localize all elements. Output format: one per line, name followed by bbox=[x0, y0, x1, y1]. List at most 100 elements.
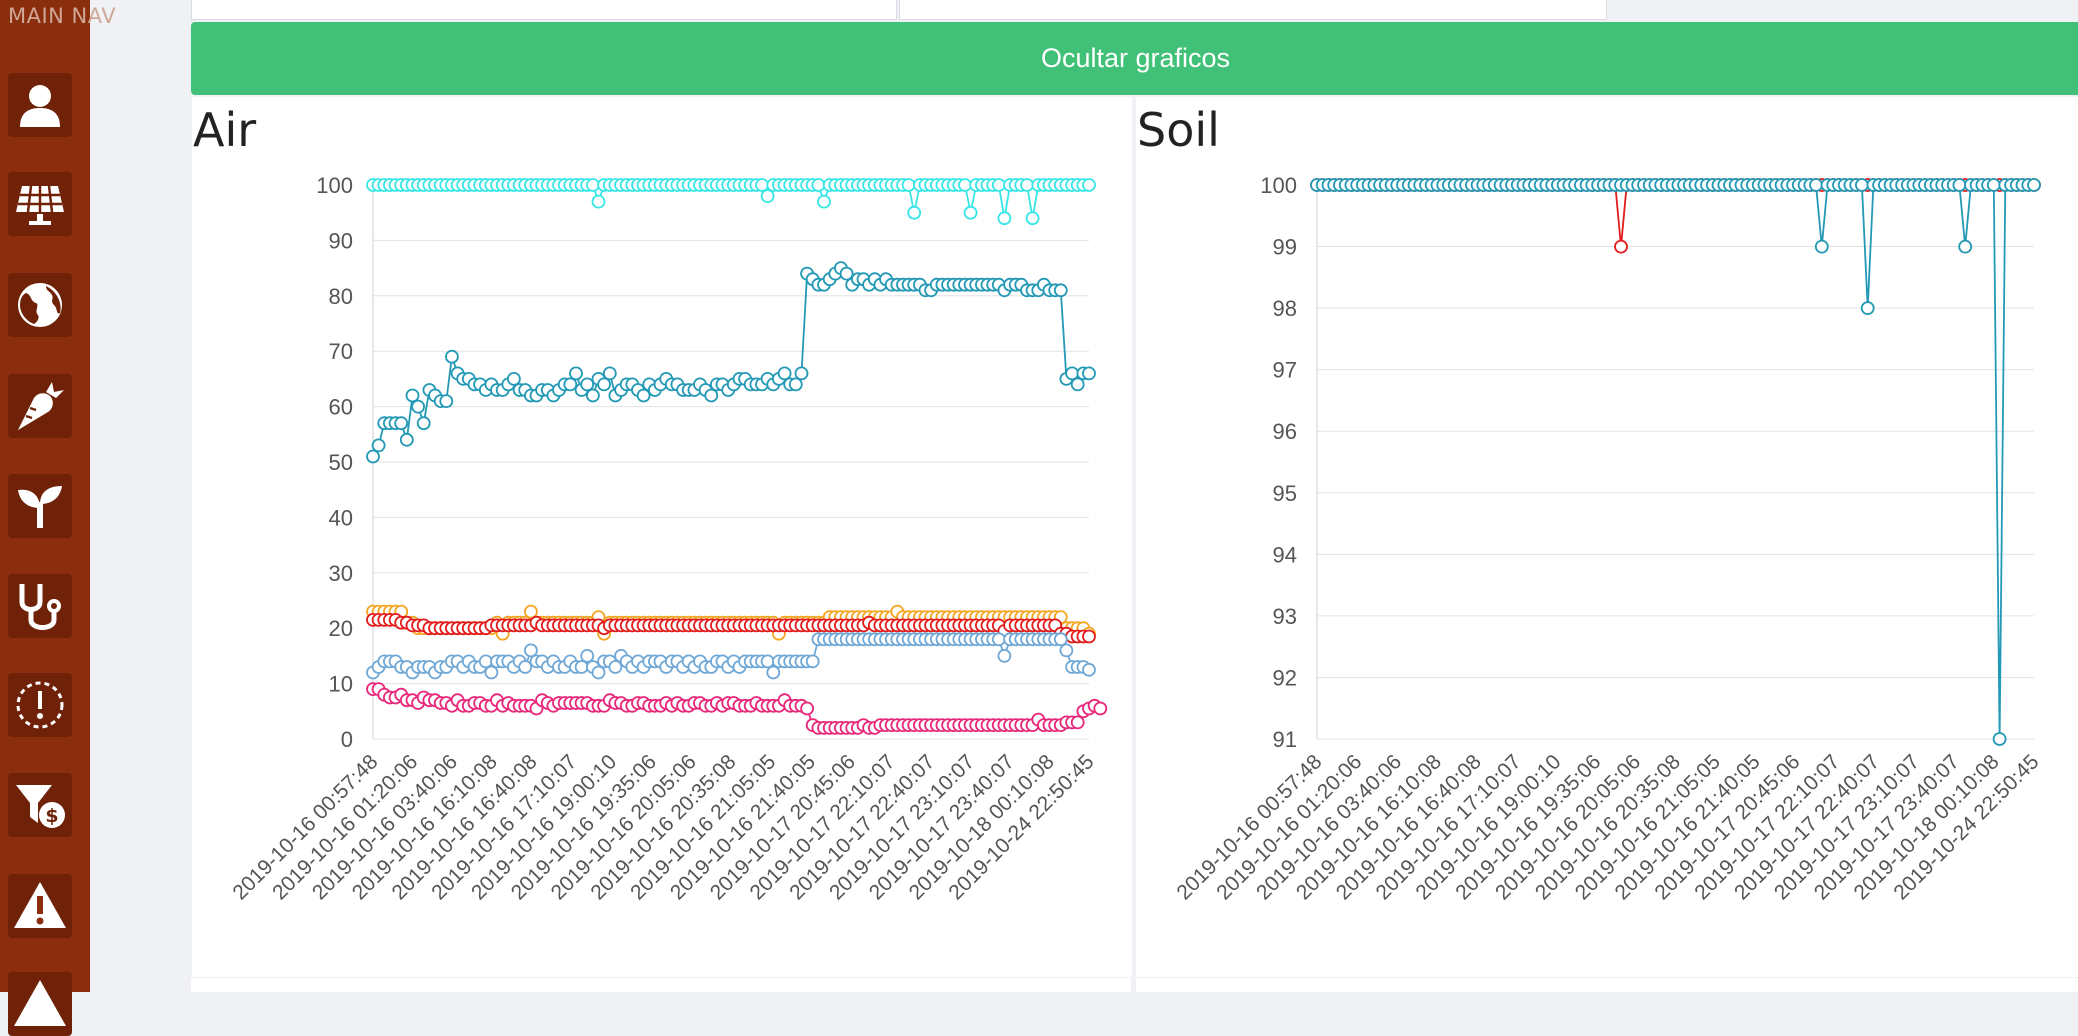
y-tick-label: 40 bbox=[329, 505, 353, 530]
data-point bbox=[817, 194, 831, 209]
sidebar: MAIN NAV $ bbox=[0, 0, 116, 1036]
data-point bbox=[574, 660, 589, 674]
data-point bbox=[1809, 178, 1823, 192]
y-tick-label: 80 bbox=[329, 284, 353, 309]
nav-item-warning[interactable] bbox=[8, 874, 72, 938]
y-tick-label: 50 bbox=[329, 450, 353, 475]
data-point bbox=[394, 416, 409, 431]
y-tick-label: 30 bbox=[329, 561, 353, 586]
nav-item-solar-panel[interactable] bbox=[8, 172, 72, 236]
data-point bbox=[991, 178, 1006, 192]
funnel-dollar-icon: $ bbox=[16, 785, 65, 828]
nav-item-globe[interactable] bbox=[8, 273, 72, 337]
data-point bbox=[805, 654, 820, 669]
data-point bbox=[484, 665, 499, 680]
nav-item-alert[interactable] bbox=[8, 673, 72, 737]
bottom-cell-2 bbox=[1136, 978, 2078, 992]
data-point bbox=[794, 366, 809, 381]
data-point bbox=[839, 266, 854, 281]
nav-item-warning-2[interactable] bbox=[8, 972, 72, 1036]
data-point bbox=[1093, 701, 1108, 716]
carrot-icon bbox=[18, 382, 64, 430]
y-tick-label: 20 bbox=[329, 616, 353, 641]
data-point bbox=[523, 604, 538, 619]
top-cell-2 bbox=[899, 0, 1607, 20]
y-tick-label: 98 bbox=[1273, 296, 1297, 321]
y-tick-label: 100 bbox=[316, 173, 353, 198]
soil-chart-panel: Soil 91 92 93 94 95 96 97 98 99 100 2019-10-16 00:… bbox=[1136, 97, 2078, 977]
nav-item-user[interactable] bbox=[8, 73, 72, 137]
data-point bbox=[405, 388, 420, 403]
data-point bbox=[1860, 301, 1875, 316]
data-point bbox=[1986, 178, 2001, 192]
y-tick-label: 70 bbox=[329, 339, 353, 364]
data-point bbox=[777, 366, 792, 381]
data-point bbox=[1059, 643, 1074, 658]
hide-charts-button[interactable]: Ocultar graficos bbox=[191, 22, 2078, 95]
air-chart-panel: Air 0 10 20 30 40 50 60 70 80 90 100 2019-10-16 00:… bbox=[192, 97, 1132, 977]
data-point bbox=[591, 194, 606, 209]
data-point bbox=[788, 377, 803, 392]
data-point bbox=[958, 178, 972, 192]
data-point bbox=[585, 178, 600, 192]
data-point bbox=[907, 205, 922, 220]
data-point bbox=[506, 371, 521, 386]
data-point bbox=[478, 654, 493, 669]
data-point bbox=[811, 178, 826, 192]
data-point bbox=[760, 654, 775, 669]
globe-icon bbox=[18, 283, 62, 327]
data-point bbox=[1053, 283, 1068, 298]
data-point bbox=[1958, 239, 1973, 254]
y-tick-label: 10 bbox=[329, 672, 353, 697]
data-point bbox=[901, 178, 916, 192]
top-cell-1 bbox=[191, 0, 897, 20]
nav-item-carrot[interactable] bbox=[8, 374, 72, 438]
data-point bbox=[399, 432, 414, 447]
data-point bbox=[1025, 211, 1040, 226]
data-point bbox=[800, 701, 814, 716]
y-tick-label: 92 bbox=[1273, 665, 1297, 690]
data-point bbox=[636, 388, 651, 403]
series-line bbox=[1317, 184, 2034, 247]
bottom-cell-1 bbox=[191, 978, 1131, 992]
data-point bbox=[997, 649, 1012, 663]
data-point bbox=[766, 665, 781, 680]
data-point bbox=[1992, 732, 2007, 746]
seedling-icon bbox=[18, 486, 62, 528]
alert-circle-icon bbox=[16, 681, 64, 729]
warning-icon bbox=[14, 980, 66, 1026]
data-point bbox=[1952, 178, 1967, 192]
data-point bbox=[1082, 178, 1096, 192]
nav-item-stethoscope[interactable] bbox=[8, 574, 72, 638]
y-tick-label: 60 bbox=[329, 395, 353, 420]
data-point bbox=[602, 366, 617, 381]
warning-icon bbox=[14, 882, 66, 928]
y-tick-label: 94 bbox=[1273, 542, 1297, 567]
y-tick-label: 96 bbox=[1273, 419, 1297, 444]
solar-panel-icon bbox=[16, 185, 64, 225]
nav-item-funnel-dollar[interactable]: $ bbox=[8, 773, 72, 837]
bottom-panels-remnant bbox=[191, 978, 2078, 992]
data-point bbox=[1614, 239, 1628, 254]
data-point bbox=[1070, 715, 1085, 730]
y-tick-label: 100 bbox=[1260, 173, 1297, 198]
y-tick-label: 95 bbox=[1273, 481, 1297, 506]
y-tick-label: 0 bbox=[341, 727, 353, 752]
nav-item-seedling[interactable] bbox=[8, 474, 72, 538]
data-point bbox=[608, 660, 623, 674]
stethoscope-icon bbox=[19, 584, 61, 630]
data-point bbox=[1020, 178, 1034, 192]
data-point bbox=[597, 377, 612, 392]
data-point bbox=[563, 377, 578, 392]
data-point bbox=[1070, 377, 1085, 392]
data-point bbox=[411, 399, 426, 414]
data-point bbox=[755, 178, 769, 192]
data-point bbox=[1082, 629, 1096, 644]
data-point bbox=[591, 665, 606, 680]
y-tick-label: 91 bbox=[1273, 727, 1297, 752]
data-point bbox=[585, 388, 600, 403]
data-point bbox=[2027, 178, 2041, 192]
data-point bbox=[523, 643, 538, 658]
soil-chart-title: Soil bbox=[1137, 103, 1220, 157]
